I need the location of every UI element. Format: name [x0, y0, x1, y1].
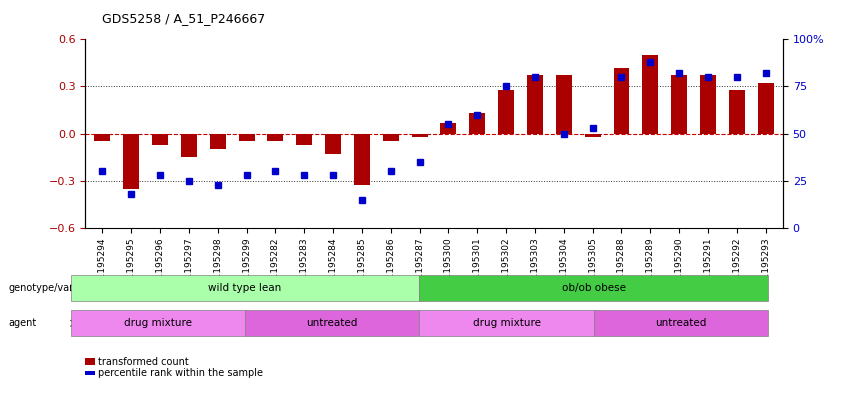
Text: untreated: untreated: [306, 318, 358, 328]
Bar: [527, 75, 543, 134]
Bar: [728, 90, 745, 134]
Text: agent: agent: [9, 318, 37, 328]
Bar: [412, 134, 427, 137]
Text: genotype/variation: genotype/variation: [9, 283, 101, 293]
Text: untreated: untreated: [655, 318, 707, 328]
Bar: [181, 134, 197, 157]
Bar: [470, 113, 485, 134]
Bar: [152, 134, 168, 145]
Bar: [643, 55, 658, 134]
Bar: [671, 75, 687, 134]
Bar: [585, 134, 601, 137]
Bar: [498, 90, 514, 134]
Bar: [325, 134, 341, 154]
Bar: [354, 134, 370, 185]
Text: ob/ob obese: ob/ob obese: [562, 283, 626, 293]
Text: drug mixture: drug mixture: [123, 318, 191, 328]
Bar: [94, 134, 111, 141]
Bar: [700, 75, 716, 134]
Text: drug mixture: drug mixture: [472, 318, 540, 328]
Text: GDS5258 / A_51_P246667: GDS5258 / A_51_P246667: [102, 12, 266, 25]
Bar: [441, 123, 456, 134]
Bar: [238, 134, 254, 141]
Bar: [267, 134, 283, 141]
Bar: [614, 68, 630, 134]
Bar: [123, 134, 140, 189]
Bar: [757, 83, 774, 134]
Bar: [383, 134, 398, 141]
Text: transformed count: transformed count: [98, 357, 189, 367]
Bar: [210, 134, 226, 149]
Bar: [296, 134, 312, 145]
Text: wild type lean: wild type lean: [208, 283, 282, 293]
Text: percentile rank within the sample: percentile rank within the sample: [98, 368, 263, 378]
Bar: [556, 75, 572, 134]
